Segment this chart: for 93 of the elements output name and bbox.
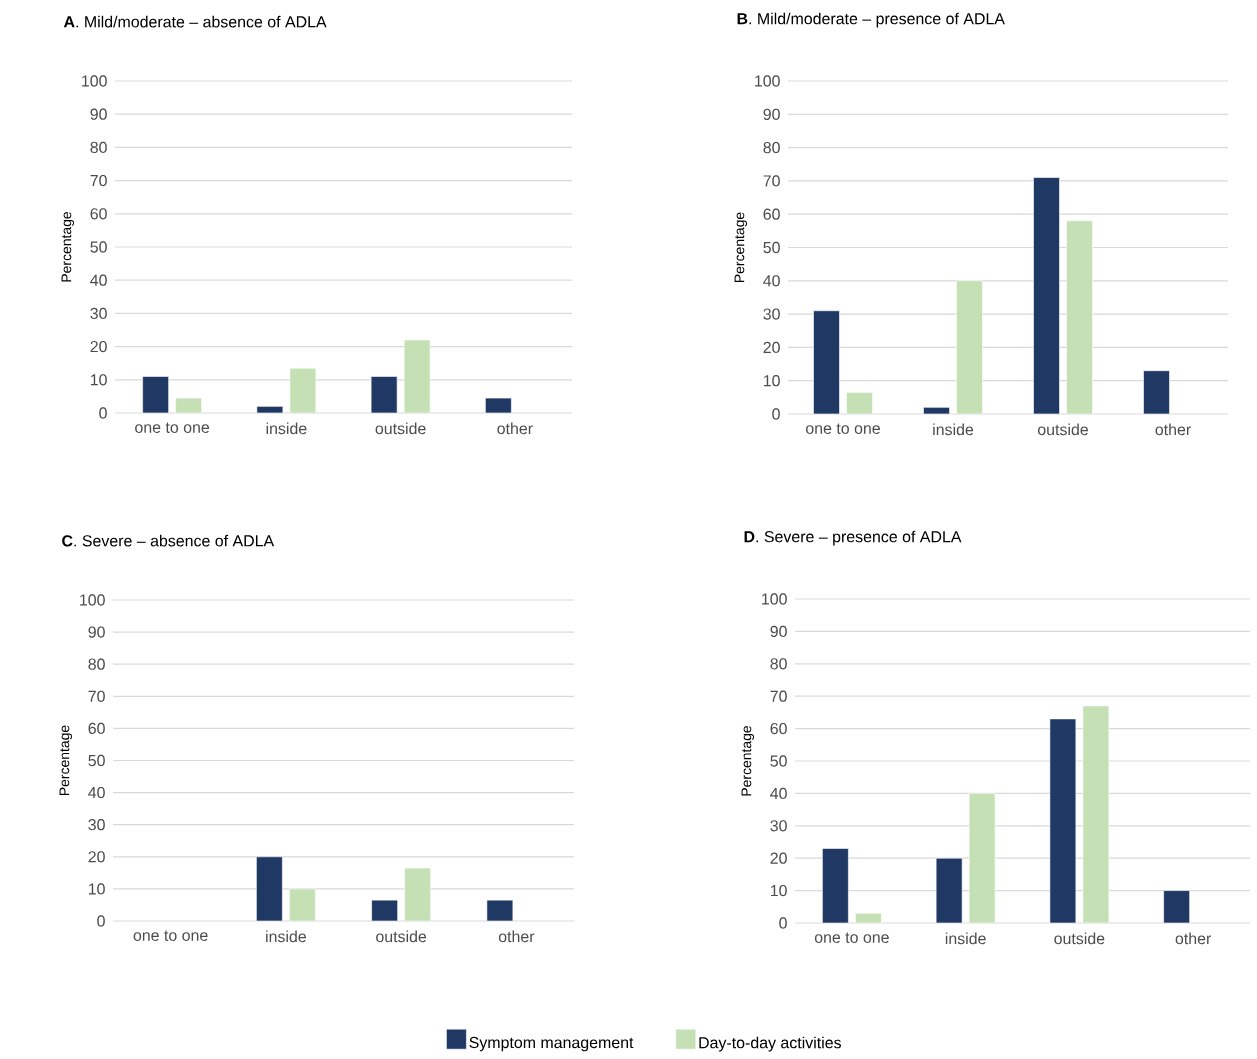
y-tick-label: 90: [763, 108, 780, 120]
y-tick-label: 90: [88, 626, 105, 638]
y-tick-label: 50: [763, 241, 780, 254]
x-tick-label: one to one: [814, 932, 889, 943]
y-tick-label: 90: [770, 625, 787, 638]
bar: [1066, 220, 1093, 414]
x-tick-label: other: [1175, 932, 1212, 945]
x-tick-label: outside: [1037, 423, 1088, 436]
bar: [1033, 177, 1060, 414]
x-tick-label: inside: [266, 930, 306, 943]
y-tick-label: 0: [97, 915, 105, 927]
chart-title: C. Severe – absence of ADLA: [62, 534, 275, 547]
y-tick-label: 60: [770, 722, 787, 735]
bar: [968, 793, 996, 923]
y-tick-label: 100: [762, 593, 787, 605]
x-tick-label: other: [498, 930, 535, 943]
y-tick-label: 0: [772, 408, 780, 420]
bar: [813, 310, 840, 414]
x-tick-label: one to one: [135, 422, 210, 433]
y-tick-label: 70: [770, 690, 787, 702]
y-tick-label: 0: [779, 917, 787, 929]
y-tick-label: 70: [90, 174, 107, 187]
chart-title: A. Mild/moderate – absence of ADLA: [63, 15, 327, 28]
y-axis-title: Percentage: [59, 725, 73, 796]
bar: [923, 407, 950, 414]
y-tick-label: 10: [90, 374, 107, 386]
y-tick-label: 20: [770, 852, 787, 864]
bar: [289, 888, 316, 921]
y-tick-label: 70: [88, 690, 105, 702]
legend-label: Day-to-day activities: [699, 1036, 841, 1052]
y-tick-label: 10: [88, 883, 105, 895]
y-tick-label: 100: [82, 75, 107, 87]
y-tick-label: 60: [763, 208, 780, 220]
y-tick-label: 60: [90, 208, 107, 220]
legend-label: Symptom management: [469, 1036, 634, 1052]
y-tick-label: 30: [763, 308, 780, 320]
y-tick-label: 90: [90, 108, 107, 120]
bar: [256, 856, 283, 921]
bar: [1163, 890, 1190, 923]
bar: [822, 848, 849, 923]
y-tick-label: 80: [770, 658, 787, 670]
bar: [370, 376, 398, 413]
bar: [1082, 705, 1110, 923]
x-tick-label: outside: [1054, 932, 1105, 945]
chart-title: B. Mild/moderate – presence of ADLA: [737, 12, 1005, 28]
y-tick-label: 0: [99, 407, 107, 419]
y-tick-label: 10: [763, 375, 780, 387]
y-tick-label: 40: [90, 274, 107, 286]
y-tick-label: 50: [770, 755, 787, 767]
y-tick-label: 20: [90, 340, 107, 353]
y-tick-label: 40: [88, 786, 105, 799]
y-tick-label: 10: [770, 884, 787, 897]
y-tick-label: 30: [770, 820, 787, 832]
bar: [846, 392, 873, 414]
bar: [403, 339, 431, 413]
y-tick-label: 60: [88, 722, 105, 735]
y-axis-title: Percentage: [61, 211, 75, 282]
x-tick-label: other: [497, 422, 533, 435]
y-tick-label: 50: [90, 241, 107, 253]
y-tick-label: 80: [88, 658, 105, 670]
chart-title: D. Severe – presence of ADLA: [744, 530, 962, 546]
x-tick-label: one to one: [133, 930, 208, 941]
y-axis-title: Percentage: [734, 212, 748, 283]
x-tick-label: inside: [945, 932, 986, 945]
y-tick-label: 40: [770, 787, 787, 800]
y-tick-label: 100: [80, 594, 105, 606]
y-tick-label: 30: [90, 307, 107, 320]
y-tick-label: 20: [763, 341, 780, 354]
x-tick-label: outside: [376, 930, 427, 943]
bar: [404, 867, 431, 921]
y-axis-title: Percentage: [741, 725, 755, 796]
bar: [1049, 718, 1077, 923]
y-tick-label: 80: [90, 141, 107, 154]
y-tick-label: 40: [763, 275, 780, 287]
y-tick-label: 80: [763, 141, 780, 154]
bar: [485, 397, 512, 413]
y-tick-label: 30: [88, 819, 105, 831]
x-tick-label: outside: [375, 422, 426, 435]
bar: [956, 280, 983, 414]
x-tick-label: inside: [933, 423, 974, 436]
bar: [1143, 370, 1170, 414]
y-tick-label: 100: [755, 75, 780, 87]
bar: [935, 857, 963, 923]
bar: [175, 397, 202, 413]
bar: [142, 376, 169, 413]
y-tick-label: 20: [88, 851, 105, 863]
x-tick-label: other: [1155, 423, 1191, 436]
x-tick-label: one to one: [806, 423, 880, 434]
bar: [256, 406, 284, 413]
y-tick-label: 50: [88, 754, 105, 767]
y-tick-label: 70: [763, 175, 780, 187]
x-tick-label: inside: [266, 422, 307, 435]
bar: [289, 367, 317, 413]
